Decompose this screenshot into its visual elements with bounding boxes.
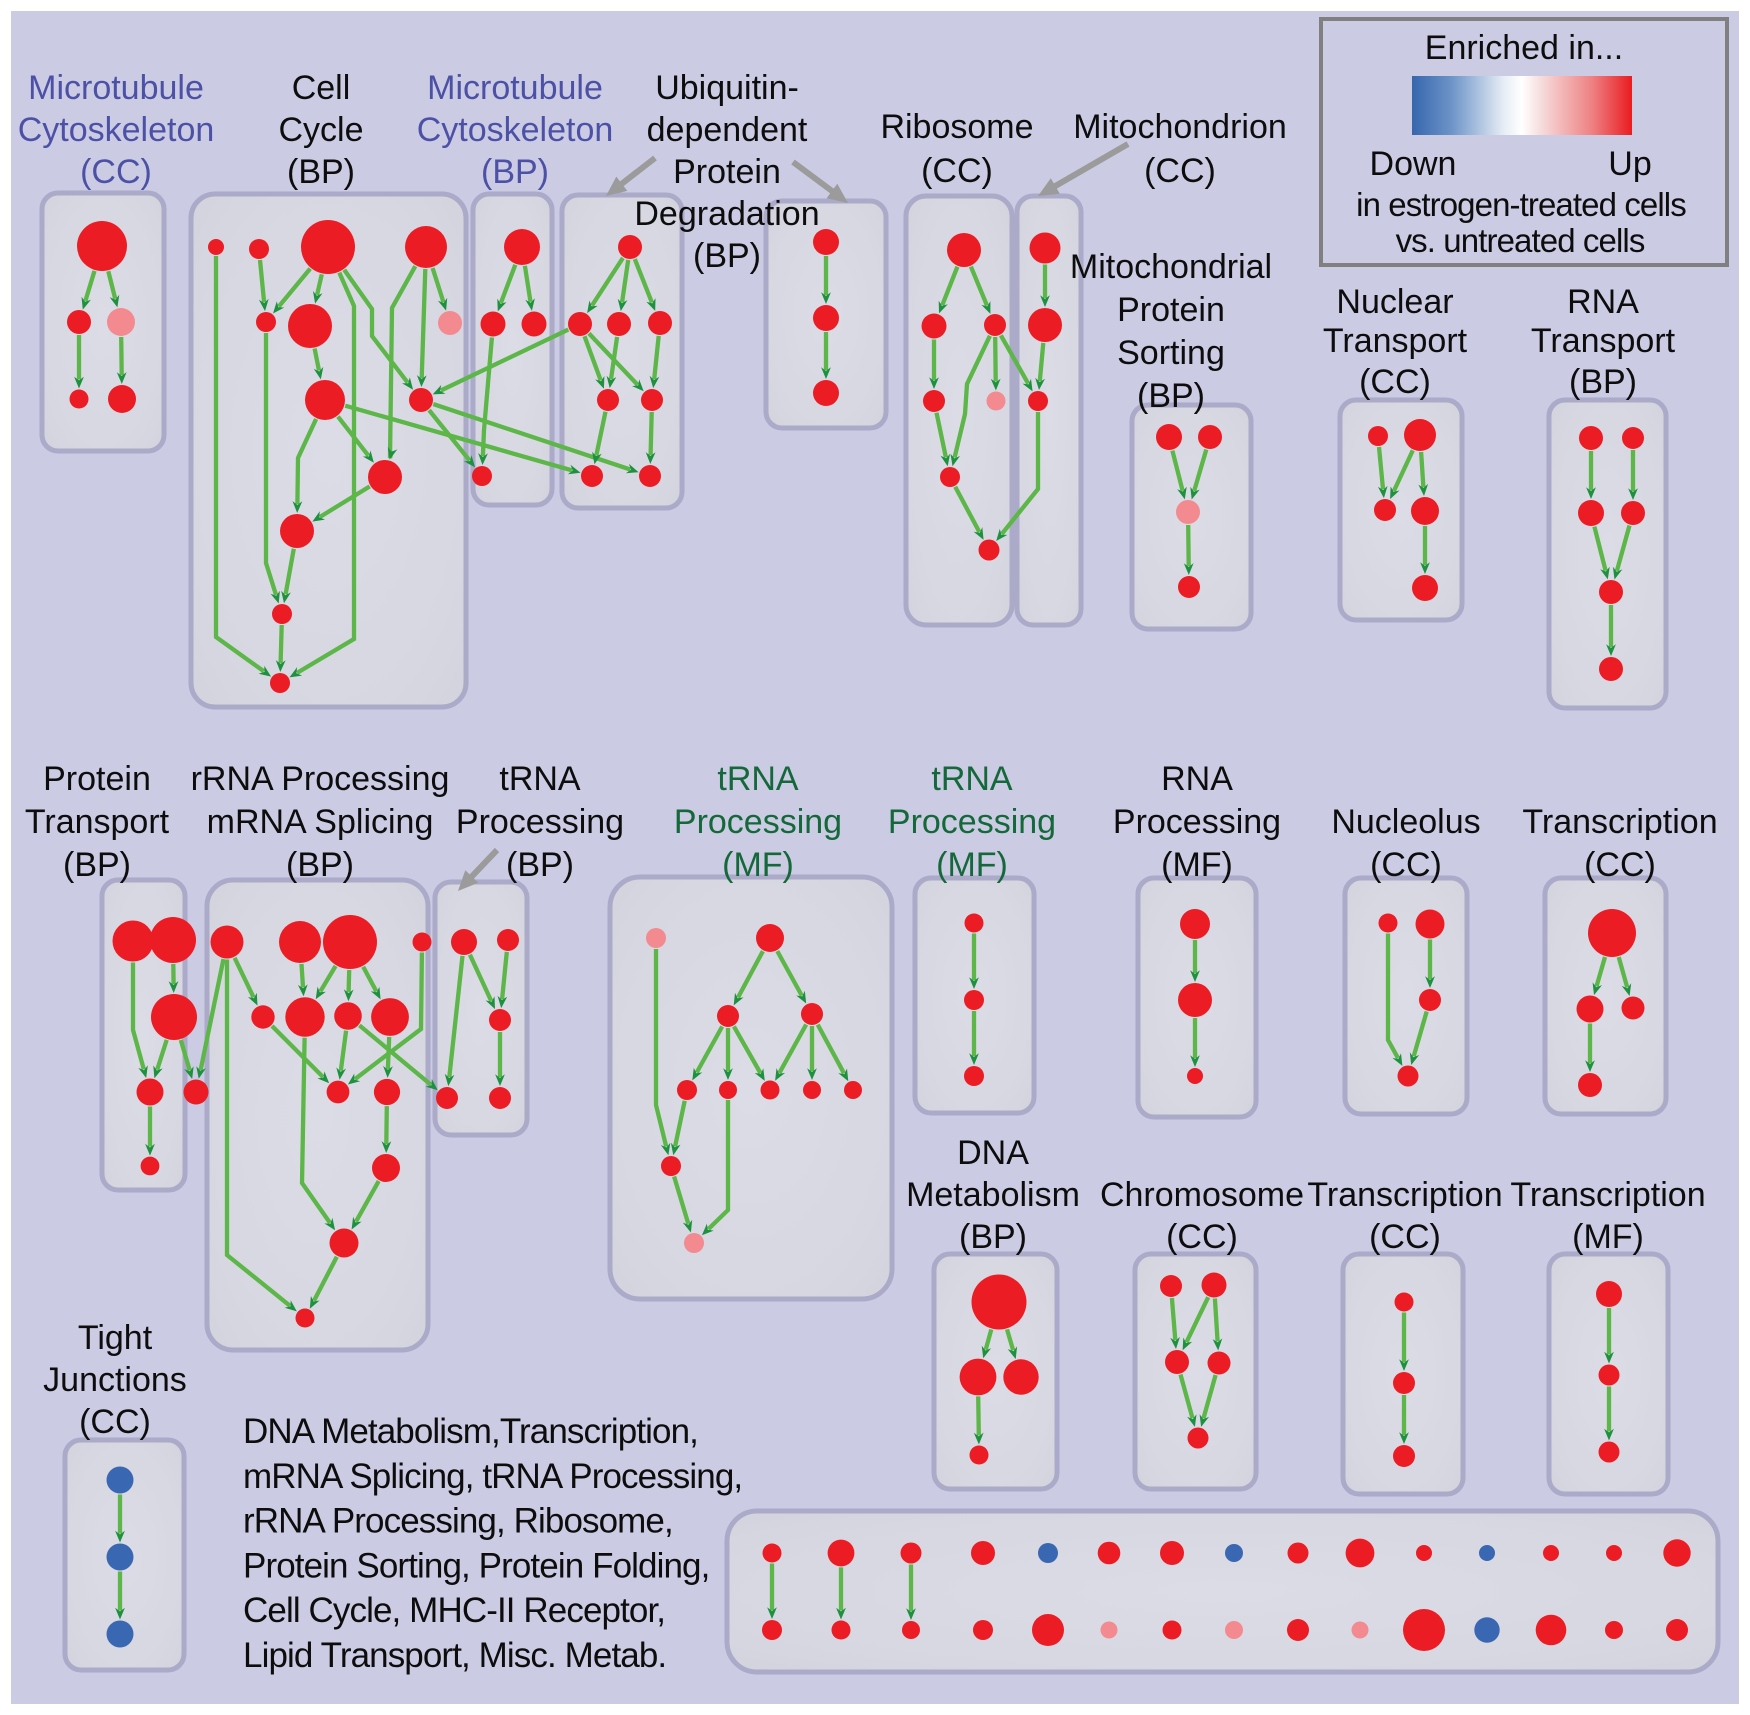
svg-text:in estrogen-treated cells: in estrogen-treated cells <box>1356 186 1686 223</box>
svg-text:(MF): (MF) <box>1161 846 1233 884</box>
svg-text:(MF): (MF) <box>722 846 794 884</box>
svg-text:(BP): (BP) <box>63 846 131 884</box>
svg-text:DNA Metabolism,Transcription,: DNA Metabolism,Transcription, <box>243 1412 698 1451</box>
svg-text:Nuclear: Nuclear <box>1336 283 1453 321</box>
svg-text:Cell: Cell <box>292 69 351 107</box>
svg-text:Transcription: Transcription <box>1307 1176 1502 1214</box>
svg-text:Transport: Transport <box>1531 322 1676 360</box>
svg-text:rRNA Processing: rRNA Processing <box>191 760 450 798</box>
svg-text:(CC): (CC) <box>1369 1218 1441 1256</box>
svg-text:Transcription: Transcription <box>1522 803 1717 841</box>
svg-text:Sorting: Sorting <box>1117 334 1225 372</box>
svg-text:Protein: Protein <box>43 760 151 798</box>
svg-text:Nucleolus: Nucleolus <box>1331 803 1480 841</box>
svg-text:Processing: Processing <box>1113 803 1281 841</box>
svg-text:Protein: Protein <box>673 153 781 191</box>
svg-text:dependent: dependent <box>647 111 808 149</box>
svg-text:Chromosome: Chromosome <box>1100 1176 1304 1214</box>
svg-text:tRNA: tRNA <box>717 760 799 798</box>
svg-text:Mitochondrion: Mitochondrion <box>1073 108 1287 146</box>
svg-text:(CC): (CC) <box>921 152 993 190</box>
svg-text:(BP): (BP) <box>287 153 355 191</box>
svg-text:Metabolism: Metabolism <box>906 1176 1080 1214</box>
svg-text:Tight: Tight <box>78 1319 153 1357</box>
svg-text:Cytoskeleton: Cytoskeleton <box>18 111 215 149</box>
svg-text:Ubiquitin-: Ubiquitin- <box>655 69 799 107</box>
svg-text:RNA: RNA <box>1161 760 1233 798</box>
svg-text:Cycle: Cycle <box>278 111 363 149</box>
svg-text:mRNA Splicing: mRNA Splicing <box>207 803 434 841</box>
svg-text:Transport: Transport <box>1323 322 1468 360</box>
svg-text:Mitochondrial: Mitochondrial <box>1070 248 1272 286</box>
svg-text:(CC): (CC) <box>79 1403 151 1441</box>
svg-text:vs. untreated cells: vs. untreated cells <box>1396 222 1645 259</box>
svg-text:DNA: DNA <box>957 1134 1029 1172</box>
svg-text:Up: Up <box>1608 145 1651 183</box>
svg-text:Microtubule: Microtubule <box>427 69 603 107</box>
svg-text:Processing: Processing <box>674 803 842 841</box>
svg-text:(CC): (CC) <box>1370 846 1442 884</box>
svg-text:Junctions: Junctions <box>43 1361 187 1399</box>
svg-text:(BP): (BP) <box>1569 363 1637 401</box>
svg-text:Cytoskeleton: Cytoskeleton <box>417 111 614 149</box>
svg-text:Transcription: Transcription <box>1510 1176 1705 1214</box>
svg-text:(BP): (BP) <box>286 846 354 884</box>
svg-text:Down: Down <box>1370 145 1457 183</box>
svg-text:Enriched in...: Enriched in... <box>1425 29 1623 67</box>
svg-text:Transport: Transport <box>25 803 170 841</box>
svg-text:(BP): (BP) <box>1137 377 1205 415</box>
svg-text:Processing: Processing <box>456 803 624 841</box>
svg-text:(MF): (MF) <box>1572 1218 1644 1256</box>
svg-text:Ribosome: Ribosome <box>880 108 1033 146</box>
svg-text:(BP): (BP) <box>959 1218 1027 1256</box>
svg-text:(MF): (MF) <box>936 846 1008 884</box>
svg-text:(BP): (BP) <box>693 237 761 275</box>
svg-text:Cell Cycle, MHC-II Receptor,: Cell Cycle, MHC-II Receptor, <box>243 1591 665 1630</box>
svg-text:(CC): (CC) <box>80 153 152 191</box>
svg-text:(CC): (CC) <box>1359 363 1431 401</box>
svg-text:rRNA Processing, Ribosome,: rRNA Processing, Ribosome, <box>243 1502 673 1541</box>
svg-text:Processing: Processing <box>888 803 1056 841</box>
svg-text:(BP): (BP) <box>481 153 549 191</box>
svg-text:tRNA: tRNA <box>499 760 581 798</box>
svg-text:Lipid Transport, Misc. Metab.: Lipid Transport, Misc. Metab. <box>243 1636 666 1675</box>
svg-text:RNA: RNA <box>1567 283 1639 321</box>
svg-text:(CC): (CC) <box>1584 846 1656 884</box>
svg-text:(BP): (BP) <box>506 846 574 884</box>
svg-text:Protein: Protein <box>1117 291 1225 329</box>
svg-text:Protein Sorting, Protein Foldi: Protein Sorting, Protein Folding, <box>243 1546 709 1585</box>
svg-text:mRNA Splicing, tRNA Processing: mRNA Splicing, tRNA Processing, <box>243 1457 742 1496</box>
svg-text:tRNA: tRNA <box>931 760 1013 798</box>
svg-text:(CC): (CC) <box>1144 152 1216 190</box>
svg-text:(CC): (CC) <box>1166 1218 1238 1256</box>
svg-text:Microtubule: Microtubule <box>28 69 204 107</box>
svg-text:Degradation: Degradation <box>634 195 819 233</box>
